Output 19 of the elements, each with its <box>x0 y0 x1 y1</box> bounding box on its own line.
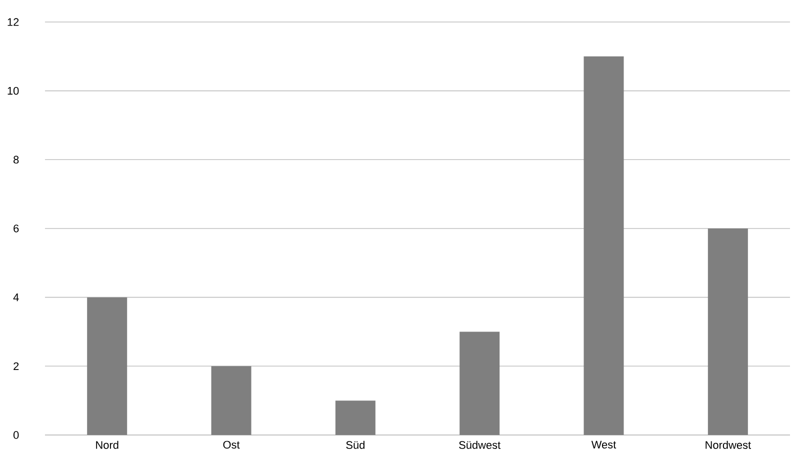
y-tick-label: 6 <box>14 224 19 232</box>
bar <box>335 400 376 435</box>
y-tick-label: 4 <box>13 294 19 302</box>
y-tick-label: 8 <box>14 156 19 164</box>
x-tick-label: West <box>591 440 616 448</box>
bar <box>708 228 748 435</box>
x-tick-label: Südwest <box>459 440 501 449</box>
x-tick-label: Nordwest <box>706 440 751 449</box>
bar <box>460 332 500 435</box>
bar <box>211 366 252 435</box>
y-tick-label: 12 <box>8 18 19 26</box>
x-tick-label: Nord <box>96 440 118 449</box>
y-tick-label: 2 <box>14 362 19 370</box>
y-tick-label: 10 <box>8 86 19 95</box>
y-tick-label: 0 <box>13 431 19 439</box>
bar <box>87 297 128 435</box>
x-tick-label: Süd <box>346 440 364 449</box>
x-tick-label: Ost <box>223 440 240 449</box>
bar <box>584 56 624 435</box>
